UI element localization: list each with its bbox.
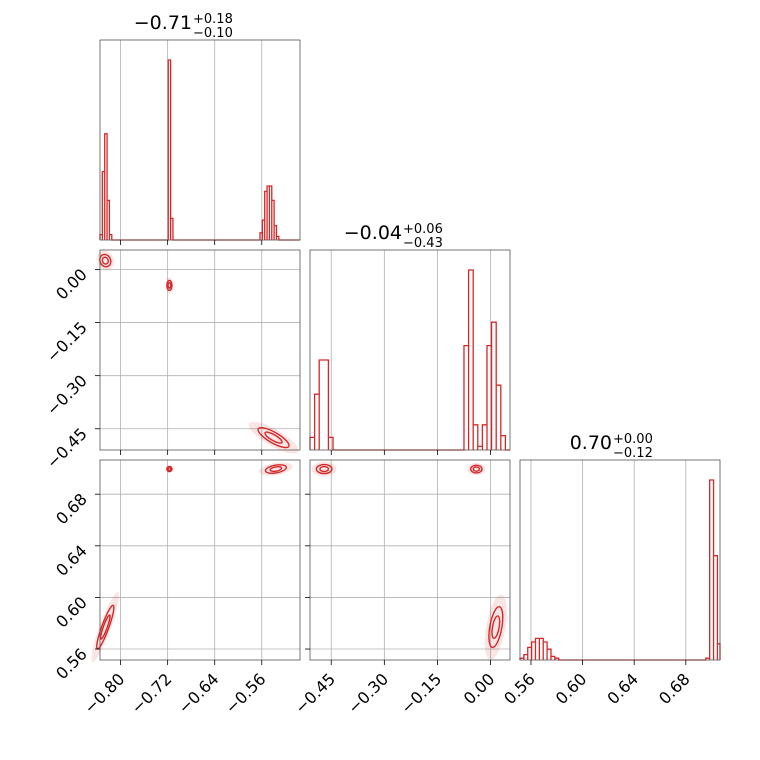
x-tick-label: −0.56 [221,669,269,717]
param-title-sub-1: −0.10 [193,26,233,41]
contour-halo [91,592,120,663]
x-tick-label: −0.45 [291,669,339,717]
panel-frame [99,459,301,661]
panel-frame [309,249,511,451]
panel-frame [519,459,721,661]
contour-inner [167,466,172,472]
x-tick-label: −0.72 [127,669,175,717]
contour-outer [264,464,288,474]
contour-outer [166,279,173,292]
y-tick-label: 0.00 [52,265,91,304]
contour-inner [269,466,283,473]
contour-inner [319,465,330,473]
contour-halo [311,461,337,477]
contour-inner [101,256,110,265]
y-tick-label: 0.68 [52,490,91,529]
contour-outer [257,426,290,449]
contour-halo [259,462,293,476]
y-tick-label: −0.30 [43,371,91,419]
panel-frame [99,39,301,241]
param-title-sup-3: +0.00 [613,432,653,447]
param-title-sub-2: −0.43 [403,236,443,251]
contour-outer [315,463,333,475]
contour-outer [166,465,173,473]
x-tick-label: 0.56 [500,669,539,708]
contour-inner [264,431,283,444]
param-title-sup-1: +0.18 [193,12,233,27]
contour-halo [484,594,507,660]
x-tick-label: 0.60 [552,669,591,708]
contour-halo [248,421,299,454]
x-tick-label: 0.68 [655,669,694,708]
histogram-1 [99,59,300,241]
param-title-sub-3: −0.12 [613,446,653,461]
histogram-3 [519,479,721,661]
contour-outer [99,253,112,268]
param-title-3: 0.70 [570,432,612,454]
x-tick-label: −0.15 [397,669,445,717]
contour-outer [470,464,483,474]
contour-inner [167,281,172,289]
y-tick-label: −0.45 [43,424,91,472]
x-tick-label: −0.30 [344,669,392,717]
y-tick-label: 0.56 [52,644,91,683]
param-title-1: −0.71 [134,12,192,34]
y-tick-label: −0.15 [43,318,91,366]
param-title-2: −0.04 [344,222,402,244]
y-tick-label: 0.64 [52,541,91,580]
panel-frame [99,249,301,451]
param-title-sup-2: +0.06 [403,222,443,237]
x-tick-label: 0.00 [460,669,499,708]
contour-outer [488,606,504,649]
histogram-2 [309,269,510,451]
contour-inner [99,614,111,640]
contour-inner [491,615,501,639]
panel-frame [309,459,511,661]
contour-inner [472,466,481,472]
x-tick-label: 0.64 [603,669,642,708]
x-tick-label: −0.80 [80,669,128,717]
y-tick-label: 0.60 [52,593,91,632]
x-tick-label: −0.64 [174,669,222,717]
